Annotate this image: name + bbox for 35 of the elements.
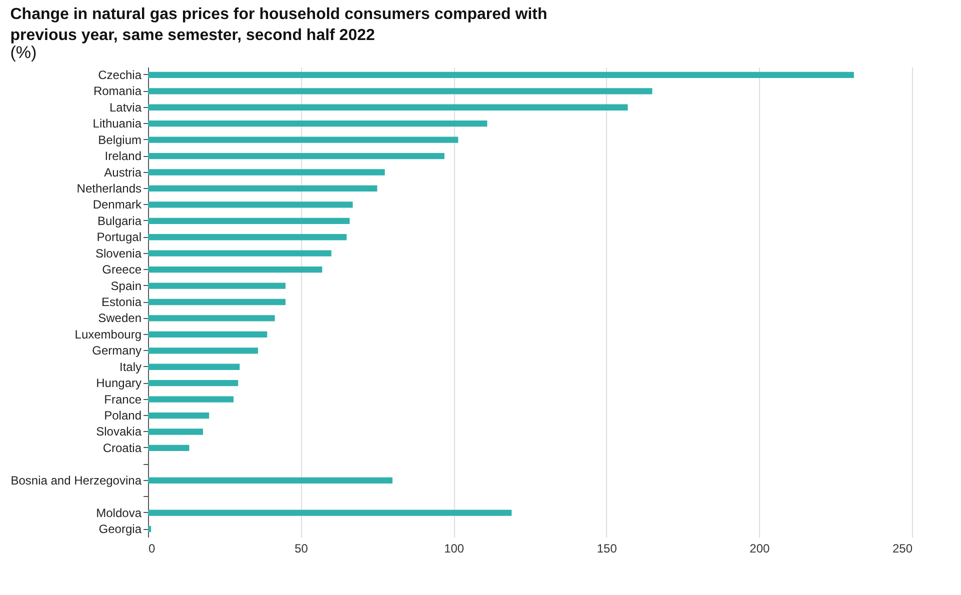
y-tick-label: Bulgaria bbox=[97, 214, 142, 228]
y-tick-label: Czechia bbox=[98, 68, 142, 82]
y-tick-label: Germany bbox=[92, 344, 142, 358]
chart-title: Change in natural gas prices for household consumers compared with previous year, same semester, second half 2022 bbox=[10, 6, 548, 44]
y-tick-label: Denmark bbox=[92, 198, 142, 212]
x-tick-label: 150 bbox=[596, 542, 618, 556]
y-tick-label: Bosnia and Herzegovina bbox=[10, 473, 142, 488]
y-tick-label: France bbox=[104, 392, 142, 406]
chart-subtitle: (%) bbox=[10, 43, 37, 62]
x-tick-label: 200 bbox=[750, 542, 770, 556]
y-tick-label: Croatia bbox=[102, 440, 142, 455]
y-tick-label: Hungary bbox=[96, 376, 142, 390]
y-tick-label: Slovakia bbox=[96, 424, 142, 439]
x-tick-label: 100 bbox=[444, 542, 464, 556]
y-tick-label: Sweden bbox=[98, 311, 142, 326]
y-tick-label: Poland bbox=[104, 408, 142, 423]
y-tick-label: Belgium bbox=[98, 132, 142, 147]
y-tick-label: Netherlands bbox=[76, 181, 142, 196]
y-tick-label: Ireland bbox=[104, 149, 142, 164]
x-tick-label: 250 bbox=[892, 542, 913, 556]
y-tick-label: Estonia bbox=[101, 295, 142, 309]
y-tick-label: Greece bbox=[102, 262, 142, 277]
y-tick-label: Lithuania bbox=[92, 116, 142, 131]
y-tick-label: Romania bbox=[93, 84, 142, 98]
y-tick-label: Spain bbox=[110, 278, 142, 293]
y-tick-label: Luxembourg bbox=[74, 327, 142, 342]
y-tick-label: Italy bbox=[119, 360, 142, 374]
y-tick-label: Moldova bbox=[96, 506, 142, 520]
y-tick-label: Portugal bbox=[96, 230, 142, 244]
y-tick-label: Slovenia bbox=[95, 246, 142, 260]
y-tick-label: Latvia bbox=[109, 100, 142, 114]
y-tick-label: Georgia bbox=[98, 522, 142, 536]
x-tick-label: 50 bbox=[294, 542, 308, 556]
x-tick-label: 0 bbox=[148, 542, 156, 556]
y-tick-label: Austria bbox=[104, 165, 142, 180]
